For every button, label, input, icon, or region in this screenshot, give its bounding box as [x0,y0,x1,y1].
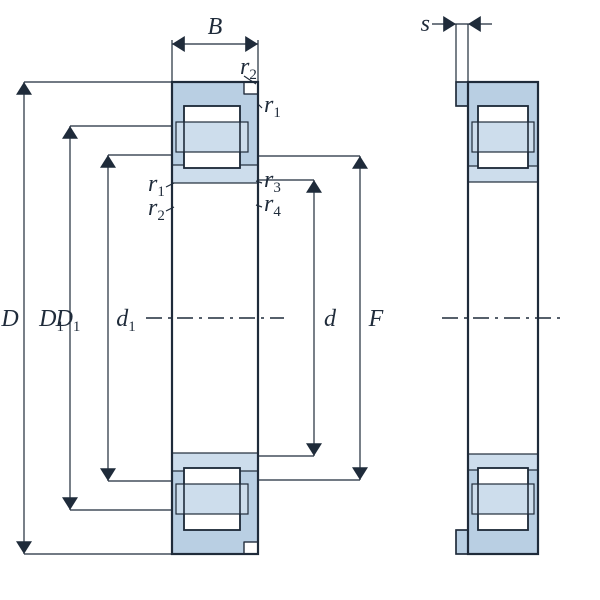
svg-text:F: F [368,306,384,332]
svg-text:D: D [0,306,18,332]
svg-text:B: B [208,14,223,40]
svg-text:s: s [421,11,430,37]
svg-text:D1: D1 [55,306,81,335]
svg-text:r1: r1 [264,92,281,121]
svg-text:d1: d1 [116,306,136,335]
svg-text:d: d [324,306,337,332]
